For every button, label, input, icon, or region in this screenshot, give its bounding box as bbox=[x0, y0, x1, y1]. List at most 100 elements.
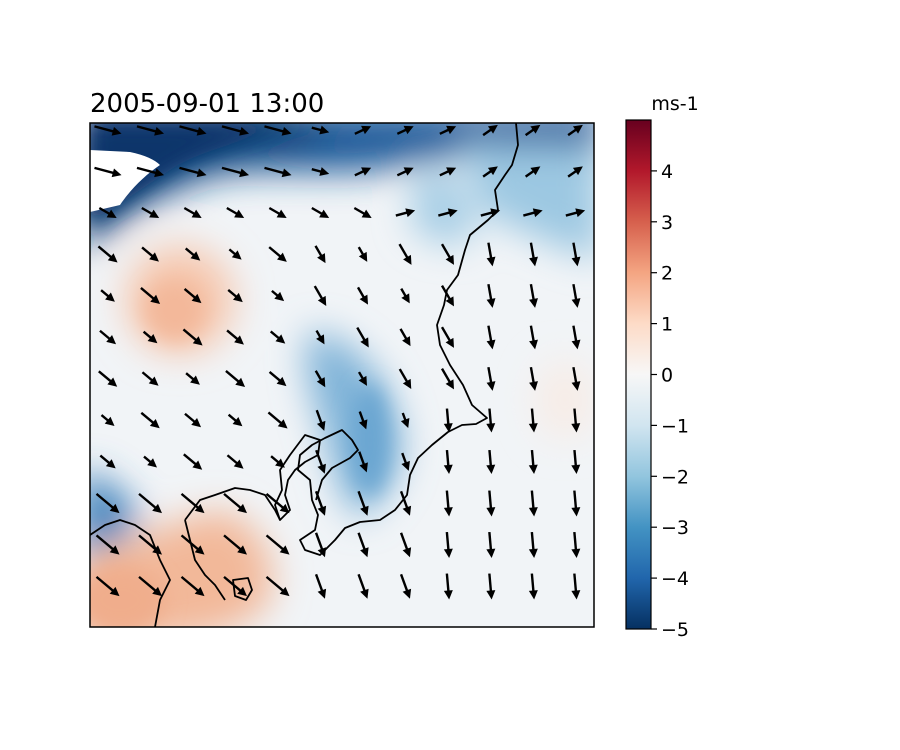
wind-vector bbox=[265, 492, 290, 514]
wind-vector bbox=[529, 325, 538, 350]
wind-vector bbox=[183, 453, 203, 470]
colorbar-ticks: 4 3 2 1 0 −1 −2 −3 −4 −5 bbox=[651, 161, 689, 641]
wind-vector bbox=[314, 532, 327, 558]
wind-vector bbox=[486, 490, 496, 517]
colorbar-tick-label: −4 bbox=[661, 568, 689, 590]
coastline-sw2 bbox=[184, 519, 226, 601]
wind-vector bbox=[571, 490, 581, 517]
wind-vector bbox=[268, 371, 287, 387]
wind-vector bbox=[396, 167, 414, 177]
wind-vector bbox=[356, 286, 368, 305]
wind-vector bbox=[354, 125, 372, 135]
wind-vector bbox=[140, 411, 160, 429]
wind-vector bbox=[396, 125, 414, 135]
wind-vector bbox=[486, 283, 496, 308]
map-title: 2005-09-01 13:00 bbox=[90, 89, 324, 119]
colorbar-tick-label: 4 bbox=[661, 161, 673, 183]
wind-vector bbox=[140, 287, 161, 305]
wind-vector bbox=[523, 208, 543, 218]
wind-vector bbox=[528, 449, 538, 474]
wind-vector bbox=[356, 326, 369, 348]
wind-vector bbox=[180, 575, 205, 597]
wind-vector bbox=[565, 208, 586, 218]
wind-vector bbox=[314, 370, 326, 388]
wind-vector bbox=[265, 575, 290, 597]
wind-vector bbox=[571, 325, 581, 350]
colorbar-tick-label: −1 bbox=[661, 415, 689, 437]
wind-vector bbox=[183, 288, 202, 304]
wind-vector bbox=[486, 366, 496, 391]
wind-vector bbox=[358, 411, 368, 430]
wind-vector bbox=[439, 125, 457, 135]
wind-vector bbox=[400, 412, 410, 429]
wind-vector bbox=[270, 455, 285, 468]
wind-vector bbox=[269, 330, 286, 344]
wind-vector bbox=[184, 247, 201, 261]
wind-vector bbox=[136, 125, 165, 136]
wind-vector bbox=[399, 490, 412, 516]
wind-vector bbox=[395, 208, 416, 218]
wind-vector bbox=[567, 166, 583, 178]
wind-vector bbox=[571, 573, 581, 600]
colorbar-unit: ms-1 bbox=[651, 93, 698, 115]
wind-vector bbox=[529, 242, 538, 267]
wind-vector bbox=[486, 449, 496, 474]
colorbar-tick-label: −3 bbox=[661, 517, 689, 539]
coastline-southwest bbox=[184, 487, 281, 521]
contour-field bbox=[90, 123, 594, 627]
wind-vector bbox=[486, 531, 496, 558]
coastline-islet bbox=[232, 577, 253, 601]
wind-vector bbox=[401, 452, 410, 471]
wind-vector bbox=[398, 243, 412, 265]
colorbar: ms-1 4 3 2 1 0 −1 −2 −3 −4 −5 bbox=[625, 93, 699, 641]
wind-vector bbox=[357, 371, 367, 386]
wind-vector bbox=[571, 449, 581, 474]
wind-vector bbox=[354, 167, 372, 177]
wind-vector bbox=[357, 532, 369, 558]
wind-vector bbox=[100, 414, 115, 426]
wind-vector bbox=[226, 206, 245, 218]
wind-vector bbox=[315, 409, 326, 431]
wind-vector bbox=[486, 242, 496, 267]
wind-vector bbox=[440, 368, 454, 390]
colorbar-tick-label: 1 bbox=[661, 314, 673, 336]
wind-vector bbox=[141, 206, 160, 218]
coastline-east bbox=[297, 123, 519, 556]
wind-vector bbox=[99, 329, 117, 345]
wind-vector bbox=[267, 411, 288, 429]
coastline-island bbox=[274, 434, 321, 521]
wind-vector bbox=[179, 125, 207, 136]
wind-vectors bbox=[94, 124, 586, 600]
wind-vector bbox=[142, 330, 158, 344]
wind-vector bbox=[571, 531, 581, 558]
wind-vector bbox=[440, 326, 454, 348]
wind-vector bbox=[141, 371, 159, 386]
wind-vector bbox=[399, 532, 412, 558]
wind-vector bbox=[99, 454, 116, 469]
wind-vector bbox=[265, 534, 290, 555]
wind-vector bbox=[314, 573, 327, 599]
wind-vector bbox=[141, 246, 159, 262]
wind-vector bbox=[314, 490, 327, 516]
wind-vector bbox=[315, 329, 325, 345]
wind-vector bbox=[529, 283, 538, 308]
wind-vector bbox=[97, 245, 118, 263]
wind-vector bbox=[311, 125, 330, 135]
colorbar-tick-label: −5 bbox=[661, 619, 689, 641]
wind-vector bbox=[100, 289, 115, 302]
wind-vector bbox=[138, 575, 162, 597]
wind-vector bbox=[95, 575, 120, 597]
wind-vector bbox=[184, 412, 202, 428]
wind-vector bbox=[571, 408, 581, 433]
wind-vector bbox=[486, 408, 496, 433]
wind-vector bbox=[400, 288, 410, 304]
wind-vector bbox=[223, 575, 247, 597]
wind-vector bbox=[179, 166, 207, 178]
wind-vector bbox=[443, 531, 453, 558]
wind-vector bbox=[95, 492, 120, 514]
wind-vector bbox=[221, 125, 250, 136]
colorbar-tick-label: 3 bbox=[661, 212, 673, 234]
colorbar-tick-label: −2 bbox=[661, 466, 689, 488]
wind-vector bbox=[486, 325, 496, 350]
